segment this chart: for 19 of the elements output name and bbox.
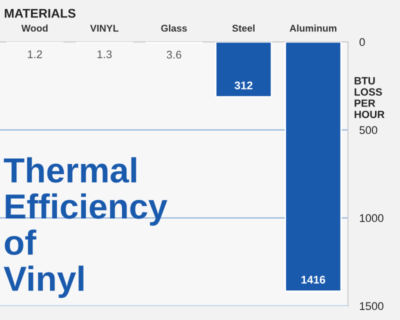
y-axis-title: BTU LOSS PER HOUR [354, 77, 384, 118]
data-label: 1.2 [28, 50, 42, 58]
chart-title: MATERIALS [4, 8, 76, 18]
data-label: 3.6 [166, 50, 182, 59]
annotation: Thermal Efficiency of Vinyl [4, 157, 168, 298]
y-tick-label: 500 [360, 126, 378, 134]
x-tick-label: Glass [161, 24, 187, 32]
x-tick-label: Aluminum [290, 24, 336, 32]
bar [284, 42, 342, 292]
bar [215, 42, 272, 98]
x-tick-label: Steel [232, 24, 255, 32]
x-tick-label: VINYL [90, 24, 118, 32]
data-label: 1.3 [98, 50, 112, 58]
y-tick-label: 1500 [360, 302, 384, 310]
y-tick-label: 0 [360, 38, 365, 46]
x-tick-label: Wood [21, 24, 48, 32]
y-tick-label: 1000 [360, 214, 384, 222]
data-label: 312 [234, 81, 252, 90]
data-label: 1416 [302, 276, 326, 284]
